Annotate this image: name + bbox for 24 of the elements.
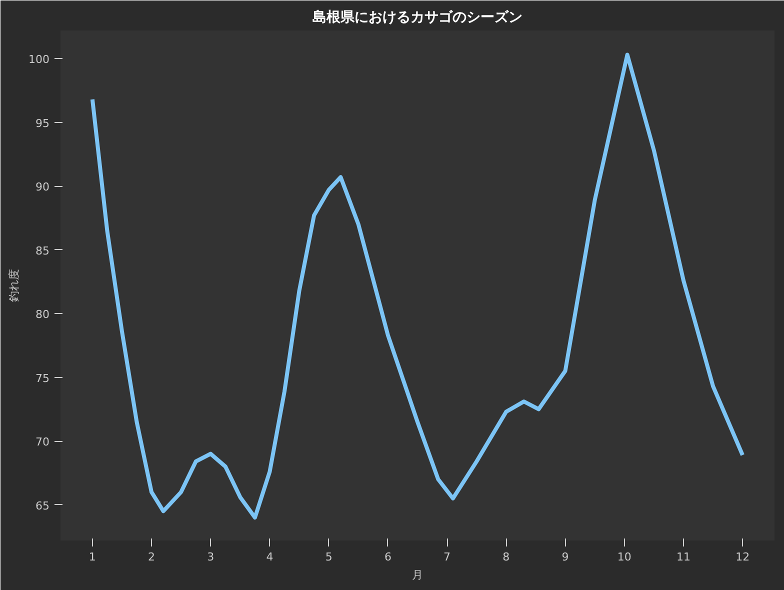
x-tick-label: 10 <box>617 550 632 564</box>
x-tick-label: 3 <box>207 550 214 564</box>
x-tick-label: 6 <box>384 550 392 564</box>
y-tick-label: 100 <box>28 53 50 66</box>
y-tick-label: 90 <box>36 180 50 194</box>
line-series <box>90 52 745 520</box>
y-axis-title: 釣れ度 <box>8 269 21 302</box>
x-tick-label: 12 <box>736 550 750 564</box>
y-tick-label: 95 <box>36 116 50 130</box>
y-tick-label: 70 <box>36 436 50 449</box>
y-tick-label: 65 <box>36 499 50 512</box>
x-tick-label: 4 <box>266 550 274 564</box>
x-tick-label: 9 <box>562 550 569 564</box>
y-tick-label: 75 <box>36 372 50 385</box>
x-axis-title: 月 <box>412 568 423 582</box>
y-tick-label: 80 <box>36 308 50 322</box>
x-tick-label: 11 <box>676 550 690 564</box>
x-tick-label: 1 <box>88 550 96 564</box>
x-tick-label: 2 <box>148 550 156 564</box>
y-tick-label: 85 <box>36 244 50 258</box>
x-tick-label: 8 <box>502 550 510 564</box>
x-tick-label: 7 <box>444 550 451 564</box>
chart-title: 島根県におけるカサゴのシーズン <box>312 10 522 26</box>
x-tick-label: 5 <box>325 550 332 564</box>
